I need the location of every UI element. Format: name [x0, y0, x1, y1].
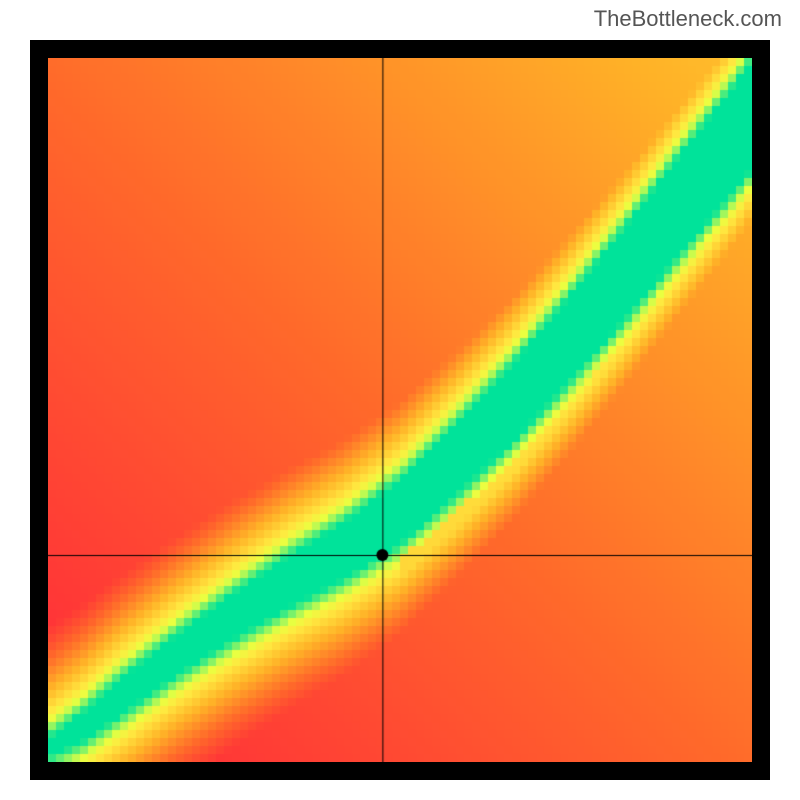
plot-frame [30, 40, 770, 780]
plot-area [48, 58, 752, 762]
heatmap-canvas [48, 58, 752, 762]
attribution-text: TheBottleneck.com [594, 6, 782, 32]
